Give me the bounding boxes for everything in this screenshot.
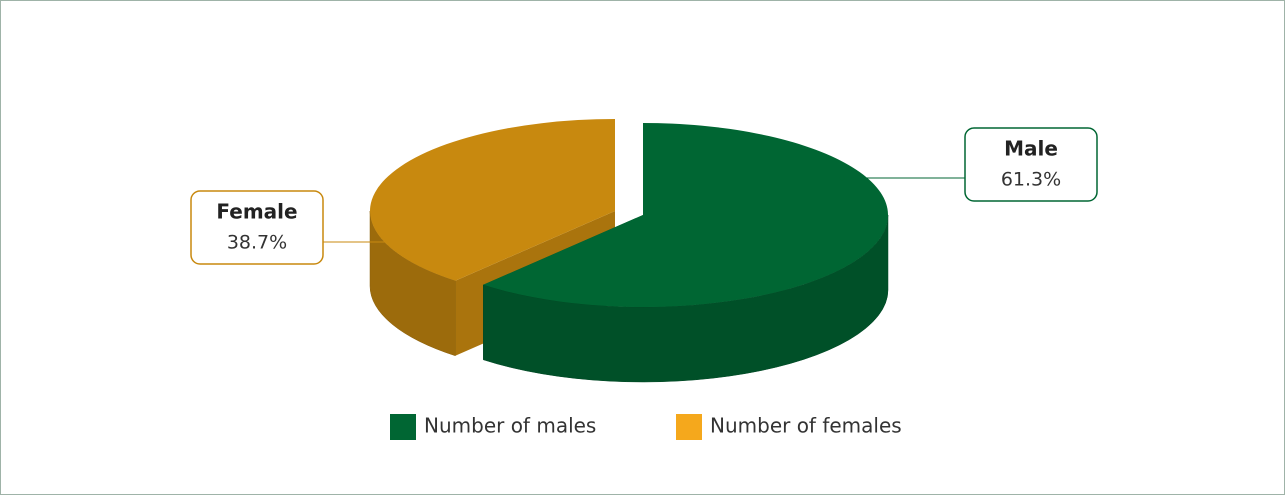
legend-swatch xyxy=(676,414,702,440)
legend-swatch xyxy=(390,414,416,440)
callout-label: Female xyxy=(216,200,297,224)
legend-label: Number of males xyxy=(424,414,596,438)
callout-label: Male xyxy=(1004,137,1058,161)
callout-value: 38.7% xyxy=(227,232,287,254)
leader-dot xyxy=(430,240,435,245)
leader-dot xyxy=(840,176,845,181)
callout-value: 61.3% xyxy=(1001,169,1061,191)
legend-label: Number of females xyxy=(710,414,902,438)
chart: Male 61.3% Female 38.7% Number of males Numbe… xyxy=(0,0,1285,495)
